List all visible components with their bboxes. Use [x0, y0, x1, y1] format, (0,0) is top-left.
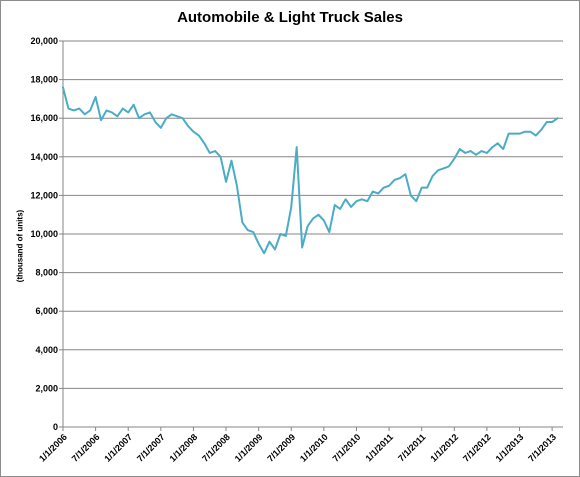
y-tick-label: 0: [53, 422, 58, 432]
axes: [59, 40, 563, 431]
y-tick-label: 6,000: [35, 306, 58, 316]
y-tick-label: 12,000: [30, 190, 58, 200]
x-tick-label: 1/1/2006: [37, 432, 69, 464]
y-tick-label: 14,000: [30, 152, 58, 162]
y-tick-label: 18,000: [30, 75, 58, 85]
x-tick-label: 7/1/2011: [396, 432, 427, 463]
x-tick-label: 1/1/2009: [233, 432, 265, 464]
y-tick-label: 16,000: [30, 113, 58, 123]
x-tick-labels: 1/1/2006 7/1/2006 1/1/2007 7/1/2007 1/1/2008…: [37, 432, 558, 464]
x-tick-label: 1/1/2012: [428, 432, 460, 464]
y-tick-label: 20,000: [30, 36, 58, 46]
x-tick-label: 7/1/2012: [461, 432, 493, 464]
x-tick-label: 7/1/2008: [200, 432, 232, 464]
series-line: [62, 86, 559, 255]
x-tick-label: 7/1/2006: [70, 432, 102, 464]
x-tick-label: 7/1/2013: [526, 432, 558, 464]
y-tick-label: 8,000: [35, 268, 58, 278]
x-tick-label: 7/1/2007: [135, 432, 167, 464]
x-tick-label: 7/1/2009: [265, 432, 297, 464]
x-tick-label: 1/1/2007: [102, 432, 134, 464]
x-tick-label: 1/1/2013: [494, 432, 526, 464]
y-tick-labels: 0 2,000 4,000 6,000 8,000 10,000 12,000 14,000 1…: [30, 36, 58, 432]
y-tick-label: 4,000: [35, 345, 58, 355]
x-tick-label: 1/1/2011: [364, 432, 395, 463]
chart-title: Automobile & Light Truck Sales: [177, 9, 403, 26]
series-layer: [62, 86, 559, 255]
gridlines: [63, 40, 563, 389]
x-tick-label: 1/1/2010: [298, 432, 330, 464]
x-tick-label: 7/1/2010: [331, 432, 363, 464]
y-tick-label: 2,000: [35, 383, 58, 393]
x-tick-label: 1/1/2008: [168, 432, 200, 464]
y-tick-label: 10,000: [30, 229, 58, 239]
